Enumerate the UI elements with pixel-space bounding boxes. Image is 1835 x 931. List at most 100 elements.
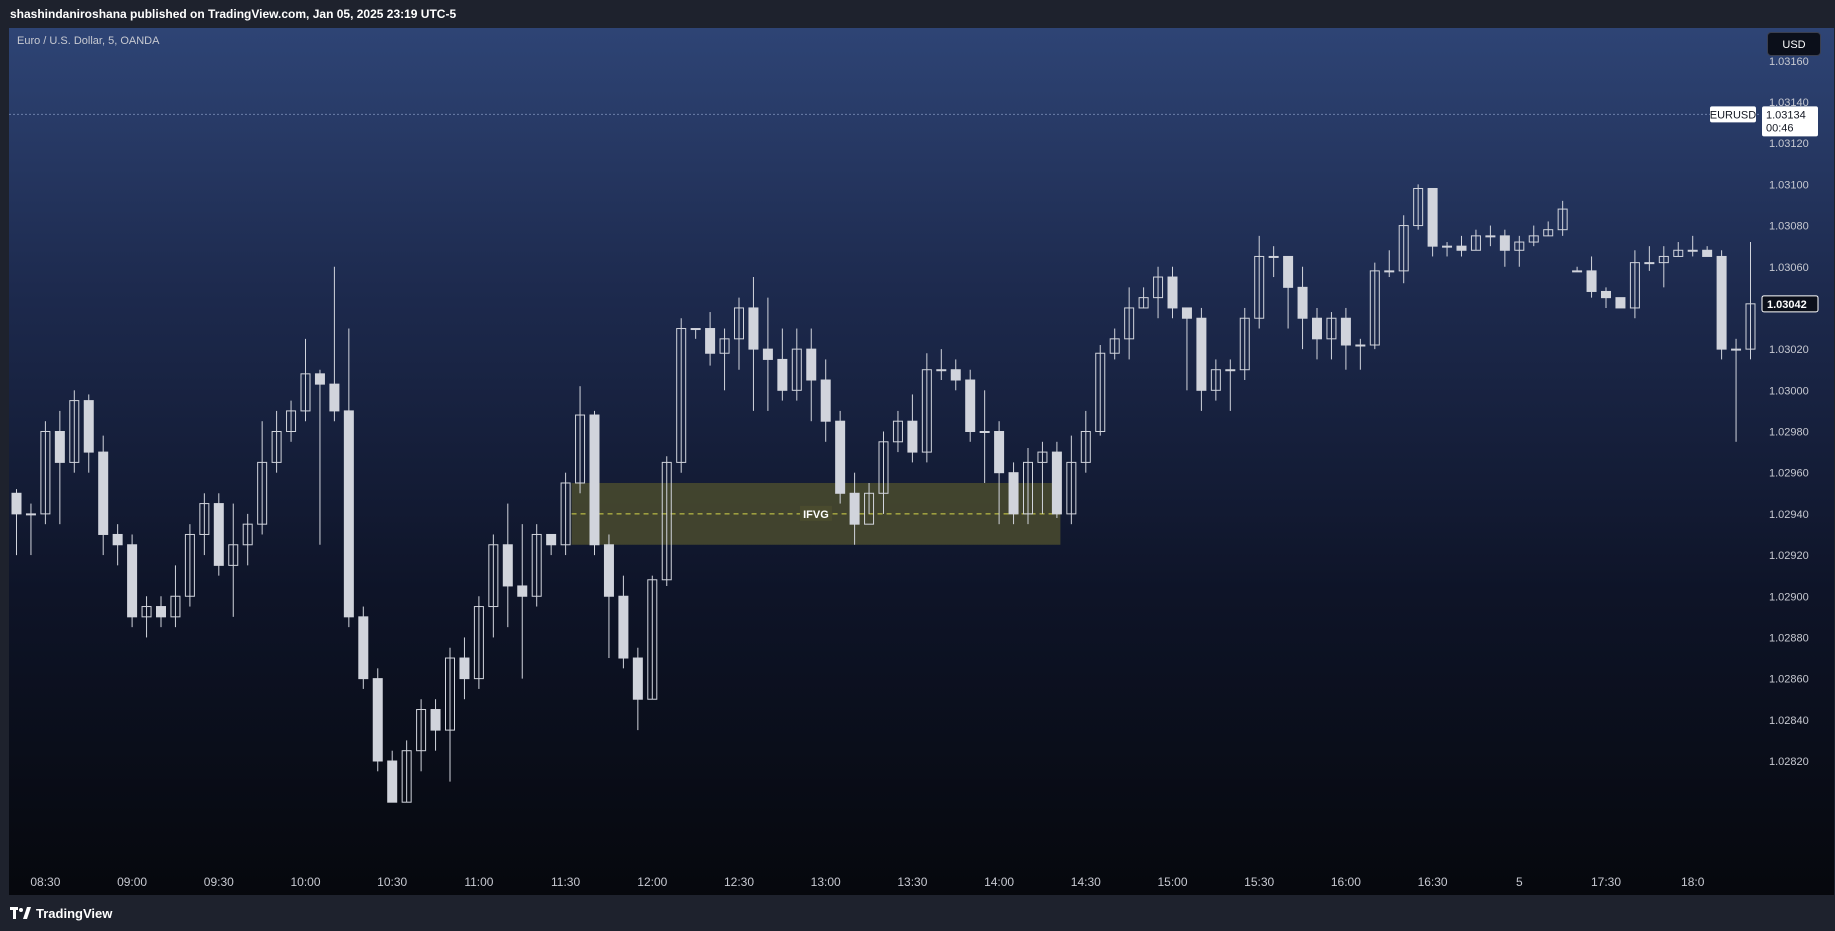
candle[interactable]	[1210, 369, 1221, 391]
candle[interactable]	[907, 420, 918, 453]
candle[interactable]	[127, 544, 138, 618]
candle[interactable]	[734, 307, 744, 340]
candle[interactable]	[560, 482, 571, 546]
candle[interactable]	[1167, 276, 1178, 309]
candle[interactable]	[1008, 472, 1019, 515]
candle[interactable]	[546, 533, 557, 546]
candle[interactable]	[1283, 255, 1294, 288]
candle[interactable]	[1268, 255, 1279, 258]
candle[interactable]	[1037, 451, 1048, 463]
candle[interactable]	[950, 369, 961, 381]
candle[interactable]	[1355, 344, 1366, 347]
candle[interactable]	[1470, 235, 1481, 251]
candle[interactable]	[762, 348, 773, 360]
candle[interactable]	[372, 678, 383, 762]
candle[interactable]	[1153, 276, 1164, 299]
candle[interactable]	[1398, 225, 1409, 272]
candle[interactable]	[1239, 317, 1250, 371]
candle[interactable]	[1528, 235, 1539, 243]
candle[interactable]	[184, 533, 195, 597]
candle[interactable]	[228, 544, 239, 566]
candle[interactable]	[748, 307, 759, 350]
candle[interactable]	[445, 657, 455, 731]
candle[interactable]	[54, 431, 65, 463]
candle[interactable]	[25, 513, 36, 516]
candle[interactable]	[1615, 297, 1626, 309]
candle[interactable]	[112, 533, 123, 546]
candle[interactable]	[430, 709, 441, 731]
candle[interactable]	[257, 461, 268, 525]
candle[interactable]	[835, 420, 846, 494]
candle[interactable]	[1702, 249, 1713, 257]
candle[interactable]	[1601, 290, 1611, 299]
candle[interactable]	[864, 492, 875, 525]
candle[interactable]	[1413, 187, 1424, 227]
candle[interactable]	[1442, 245, 1453, 248]
candle[interactable]	[1369, 270, 1380, 346]
candle[interactable]	[892, 420, 903, 443]
candle[interactable]	[1384, 270, 1395, 273]
candle[interactable]	[1485, 235, 1496, 238]
candle[interactable]	[1499, 235, 1510, 251]
candle[interactable]	[343, 410, 354, 618]
candle[interactable]	[502, 544, 513, 587]
candlestick-chart[interactable]: IFVG 1.03160 1.03140 1.03120 1.03100 1.03080 1…	[9, 28, 1834, 895]
candle[interactable]	[69, 400, 80, 463]
candle[interactable]	[1586, 270, 1597, 292]
candle[interactable]	[1297, 286, 1308, 319]
candle[interactable]	[517, 585, 528, 597]
candle[interactable]	[199, 503, 210, 535]
candle[interactable]	[459, 657, 470, 680]
candle[interactable]	[286, 410, 297, 432]
candle[interactable]	[1673, 249, 1684, 257]
candle[interactable]	[777, 358, 788, 391]
candle[interactable]	[1572, 270, 1583, 273]
candle[interactable]	[1731, 348, 1742, 351]
candle[interactable]	[1254, 255, 1265, 319]
candle[interactable]	[705, 328, 716, 354]
candle[interactable]	[98, 451, 109, 535]
candle[interactable]	[1514, 241, 1525, 251]
tradingview-logo[interactable]: TradingView	[10, 905, 112, 921]
candle[interactable]	[719, 338, 730, 354]
candle[interactable]	[314, 373, 325, 385]
candle[interactable]	[994, 431, 1005, 474]
candle[interactable]	[1716, 255, 1727, 350]
candle[interactable]	[170, 595, 181, 618]
candle[interactable]	[791, 348, 802, 391]
candle[interactable]	[820, 379, 831, 422]
candle[interactable]	[647, 579, 658, 700]
candle[interactable]	[488, 544, 499, 608]
candle[interactable]	[618, 595, 629, 659]
candle[interactable]	[979, 431, 990, 433]
candle[interactable]	[213, 503, 224, 566]
candle[interactable]	[387, 760, 398, 803]
candle[interactable]	[589, 414, 600, 546]
candle[interactable]	[401, 750, 412, 803]
candle[interactable]	[11, 492, 22, 515]
candle[interactable]	[416, 709, 427, 752]
candle[interactable]	[1312, 317, 1322, 340]
candle[interactable]	[849, 492, 860, 525]
candle[interactable]	[1080, 431, 1091, 463]
candle[interactable]	[1687, 249, 1698, 252]
candle[interactable]	[83, 400, 94, 453]
candle[interactable]	[141, 606, 152, 618]
candle[interactable]	[690, 328, 701, 331]
candle[interactable]	[1629, 262, 1640, 309]
candle[interactable]	[1066, 461, 1077, 515]
candle[interactable]	[965, 379, 976, 432]
candle[interactable]	[271, 431, 282, 463]
candle[interactable]	[531, 533, 542, 597]
candle[interactable]	[1427, 187, 1438, 247]
candle[interactable]	[575, 414, 586, 484]
candle[interactable]	[1745, 303, 1756, 350]
candle[interactable]	[1181, 307, 1192, 319]
candle[interactable]	[806, 348, 817, 381]
candle[interactable]	[329, 383, 340, 412]
currency-button[interactable]: USD	[1767, 32, 1821, 56]
candle[interactable]	[473, 606, 484, 680]
candle[interactable]	[1326, 317, 1337, 340]
candle[interactable]	[603, 544, 614, 597]
candle[interactable]	[1340, 317, 1351, 346]
